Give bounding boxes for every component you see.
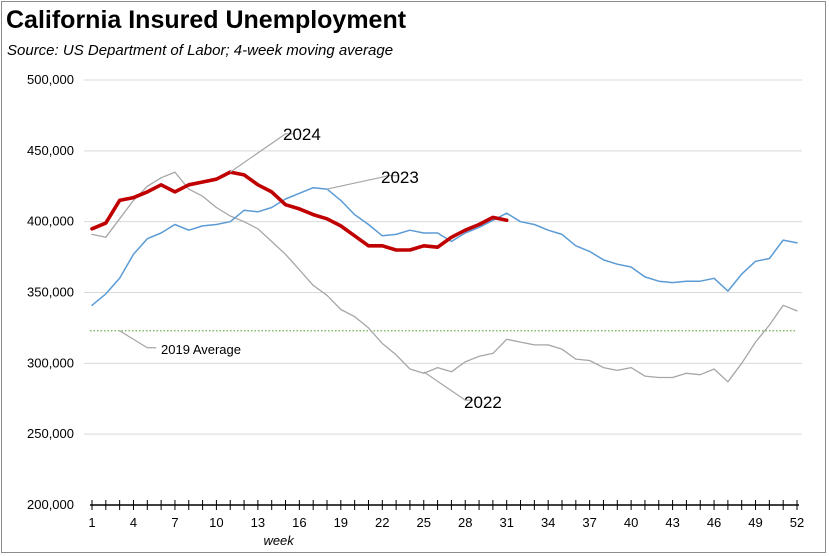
callout-leader-2023 bbox=[326, 175, 400, 190]
chart-subtitle: Source: US Department of Labor; 4-week m… bbox=[7, 42, 394, 59]
callout-label-2024: 2024 bbox=[283, 125, 321, 144]
y-tick-label: 350,000 bbox=[27, 285, 74, 300]
y-tick-label: 450,000 bbox=[27, 143, 74, 158]
series-line-2024 bbox=[90, 170, 509, 252]
x-tick-label: 25 bbox=[417, 515, 431, 530]
callout-leader-2019 bbox=[119, 330, 157, 349]
y-tick-label: 500,000 bbox=[27, 72, 74, 87]
callout-label-2023: 2023 bbox=[381, 168, 419, 187]
y-tick-label: 400,000 bbox=[27, 214, 74, 229]
x-tick-label: 37 bbox=[582, 515, 596, 530]
callout-label-2022: 2022 bbox=[464, 393, 502, 412]
series-line-2022 bbox=[91, 171, 798, 383]
x-tick-label: 19 bbox=[334, 515, 348, 530]
y-tick-label: 200,000 bbox=[27, 497, 74, 512]
callout-leader-2022 bbox=[423, 371, 474, 401]
series-line-2023 bbox=[91, 186, 798, 307]
x-tick-label: 43 bbox=[665, 515, 679, 530]
y-tick-label: 300,000 bbox=[27, 355, 74, 370]
x-tick-label: 34 bbox=[541, 515, 555, 530]
x-tick-label: 4 bbox=[130, 515, 137, 530]
x-tick-label: 40 bbox=[624, 515, 638, 530]
x-tick-label: 31 bbox=[499, 515, 513, 530]
x-tick-label: 49 bbox=[748, 515, 762, 530]
x-tick-label: 1 bbox=[88, 515, 95, 530]
x-tick-label: 16 bbox=[292, 515, 306, 530]
x-tick-label: 46 bbox=[707, 515, 721, 530]
x-tick-label: 22 bbox=[375, 515, 389, 530]
x-tick-label: 28 bbox=[458, 515, 472, 530]
callout-label-2019: 2019 Average bbox=[161, 342, 241, 357]
x-tick-label: 13 bbox=[251, 515, 265, 530]
chart-title: California Insured Unemployment bbox=[6, 6, 407, 34]
y-tick-label: 250,000 bbox=[27, 426, 74, 441]
x-axis-label: week bbox=[263, 533, 295, 548]
x-tick-label: 10 bbox=[209, 515, 223, 530]
callout-leader-2024 bbox=[229, 133, 294, 173]
x-tick-label: 52 bbox=[790, 515, 804, 530]
x-tick-label: 7 bbox=[171, 515, 178, 530]
